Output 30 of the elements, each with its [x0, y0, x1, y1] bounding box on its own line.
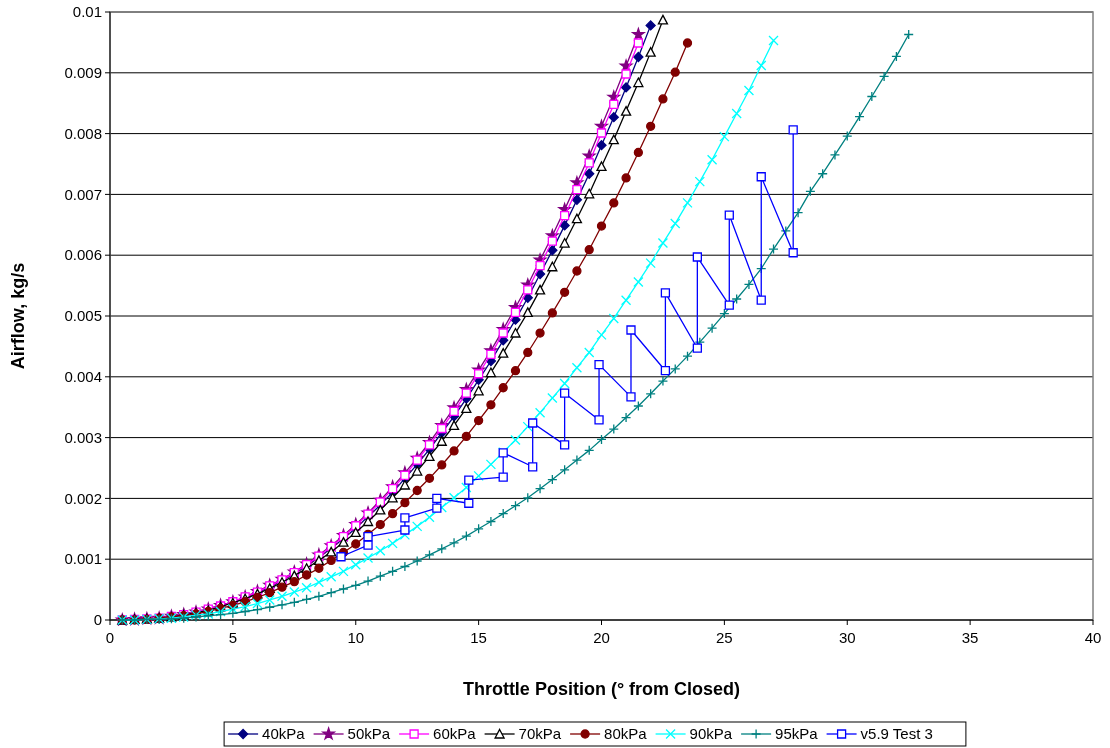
- y-tick-label: 0.004: [64, 368, 102, 386]
- x-tick-label: 40: [1084, 629, 1102, 646]
- legend-label: 95kPa: [775, 725, 819, 743]
- y-tick-label: 0.002: [64, 489, 102, 507]
- x-tick-label: 35: [961, 629, 979, 646]
- legend-label: 70kPa: [518, 725, 562, 743]
- y-tick-label: 0: [93, 611, 102, 629]
- x-axis-title: Throttle Position (° from Closed): [462, 679, 741, 699]
- legend-label: 50kPa: [347, 725, 391, 743]
- x-tick-label: 25: [716, 629, 733, 646]
- legend-label: 60kPa: [433, 725, 477, 743]
- y-tick-label: 0.008: [64, 124, 102, 142]
- legend-label: 90kPa: [689, 725, 733, 743]
- legend-label: v5.9 Test 3: [860, 725, 933, 743]
- y-tick-label: 0.01: [72, 3, 102, 21]
- x-tick-label: 30: [838, 629, 856, 646]
- y-tick-label: 0.006: [64, 246, 102, 264]
- legend-label: 80kPa: [604, 725, 648, 743]
- y-tick-label: 0.003: [64, 428, 102, 446]
- y-tick-label: 0.005: [64, 307, 102, 325]
- x-tick-label: 0: [105, 629, 115, 646]
- x-tick-label: 5: [228, 629, 238, 646]
- legend-label: 40kPa: [262, 725, 306, 743]
- x-tick-label: 20: [593, 629, 610, 646]
- y-tick-label: 0.001: [64, 550, 102, 568]
- y-tick-label: 0.009: [64, 64, 102, 82]
- y-tick-label: 0.007: [64, 185, 102, 203]
- x-tick-label: 15: [470, 629, 487, 646]
- x-tick-label: 10: [347, 629, 365, 646]
- y-axis-title: Airflow, kg/s: [8, 262, 28, 370]
